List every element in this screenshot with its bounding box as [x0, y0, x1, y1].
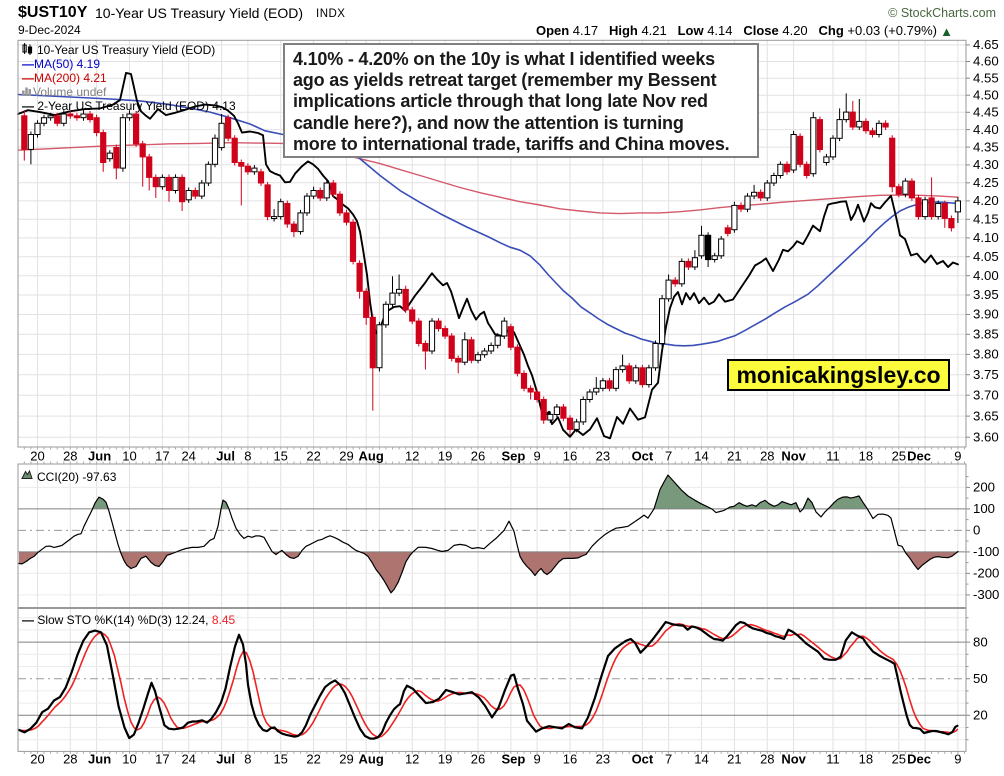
svg-text:12: 12 [405, 752, 419, 767]
svg-text:4.40: 4.40 [973, 122, 999, 137]
svg-text:17: 17 [155, 752, 169, 767]
svg-text:15: 15 [273, 449, 287, 464]
svg-text:28: 28 [63, 752, 77, 767]
svg-text:3.95: 3.95 [973, 287, 999, 302]
svg-text:14: 14 [694, 449, 708, 464]
svg-text:4.35: 4.35 [973, 139, 999, 154]
svg-text:28: 28 [760, 752, 774, 767]
svg-text:4.45: 4.45 [973, 105, 999, 120]
svg-text:18: 18 [859, 752, 873, 767]
svg-text:4.50: 4.50 [973, 87, 999, 102]
svg-text:29: 29 [339, 752, 353, 767]
svg-text:9: 9 [954, 752, 961, 767]
svg-text:25: 25 [892, 752, 906, 767]
svg-text:18: 18 [859, 449, 873, 464]
svg-text:-100: -100 [973, 544, 999, 559]
svg-text:16: 16 [563, 752, 577, 767]
svg-text:Sep: Sep [501, 449, 525, 464]
svg-text:7: 7 [665, 752, 672, 767]
svg-text:10: 10 [122, 449, 136, 464]
svg-text:3.85: 3.85 [973, 327, 999, 342]
svg-text:21: 21 [727, 449, 741, 464]
svg-text:15: 15 [273, 752, 287, 767]
svg-text:Aug: Aug [359, 449, 384, 464]
svg-text:24: 24 [181, 752, 195, 767]
svg-text:21: 21 [727, 752, 741, 767]
svg-text:Oct: Oct [632, 449, 654, 464]
svg-text:Aug: Aug [359, 752, 384, 767]
svg-text:Oct: Oct [632, 752, 654, 767]
svg-text:28: 28 [760, 449, 774, 464]
svg-text:80: 80 [973, 634, 988, 649]
svg-text:23: 23 [596, 449, 610, 464]
svg-text:16: 16 [563, 449, 577, 464]
svg-text:-300: -300 [973, 587, 999, 602]
svg-text:4.00: 4.00 [973, 268, 999, 283]
svg-text:11: 11 [826, 449, 840, 464]
svg-text:-200: -200 [973, 566, 999, 581]
svg-text:4.05: 4.05 [973, 249, 999, 264]
svg-text:10: 10 [122, 752, 136, 767]
svg-text:12: 12 [405, 449, 419, 464]
svg-text:20: 20 [30, 449, 44, 464]
svg-text:Dec: Dec [907, 449, 931, 464]
svg-text:100: 100 [973, 501, 995, 516]
svg-text:20: 20 [973, 708, 988, 723]
svg-text:200: 200 [973, 480, 995, 495]
svg-text:4.60: 4.60 [973, 54, 999, 69]
svg-text:7: 7 [665, 449, 672, 464]
svg-text:3.75: 3.75 [973, 367, 999, 382]
svg-text:25: 25 [892, 449, 906, 464]
svg-text:3.65: 3.65 [973, 408, 999, 423]
svg-text:22: 22 [306, 752, 320, 767]
svg-text:4.30: 4.30 [973, 157, 999, 172]
svg-text:Nov: Nov [781, 449, 806, 464]
svg-text:Sep: Sep [501, 752, 525, 767]
svg-text:19: 19 [438, 449, 452, 464]
svg-text:3.70: 3.70 [973, 387, 999, 402]
svg-text:4.55: 4.55 [973, 70, 999, 85]
svg-text:Jul: Jul [216, 752, 235, 767]
svg-text:28: 28 [63, 449, 77, 464]
svg-text:4.20: 4.20 [973, 193, 999, 208]
svg-text:20: 20 [30, 752, 44, 767]
svg-text:Dec: Dec [907, 752, 931, 767]
svg-text:3.80: 3.80 [973, 347, 999, 362]
svg-text:4.25: 4.25 [973, 175, 999, 190]
svg-text:0: 0 [973, 523, 980, 538]
svg-text:8: 8 [244, 752, 251, 767]
svg-text:14: 14 [694, 752, 708, 767]
svg-text:3.60: 3.60 [973, 429, 999, 444]
svg-text:4.15: 4.15 [973, 212, 999, 227]
svg-text:8: 8 [244, 449, 251, 464]
svg-text:23: 23 [596, 752, 610, 767]
svg-text:9: 9 [533, 449, 540, 464]
svg-text:26: 26 [471, 752, 485, 767]
svg-text:22: 22 [306, 449, 320, 464]
svg-text:17: 17 [155, 449, 169, 464]
svg-text:9: 9 [533, 752, 540, 767]
svg-text:11: 11 [826, 752, 840, 767]
svg-text:29: 29 [339, 449, 353, 464]
svg-text:4.65: 4.65 [973, 37, 999, 52]
svg-text:Jun: Jun [88, 449, 111, 464]
svg-text:26: 26 [471, 449, 485, 464]
svg-text:Nov: Nov [781, 752, 806, 767]
svg-text:Jul: Jul [216, 449, 235, 464]
svg-text:9: 9 [954, 449, 961, 464]
svg-text:Jun: Jun [88, 752, 111, 767]
svg-text:50: 50 [973, 671, 988, 686]
svg-text:24: 24 [181, 449, 195, 464]
svg-text:19: 19 [438, 752, 452, 767]
svg-text:4.10: 4.10 [973, 230, 999, 245]
svg-text:3.90: 3.90 [973, 307, 999, 322]
